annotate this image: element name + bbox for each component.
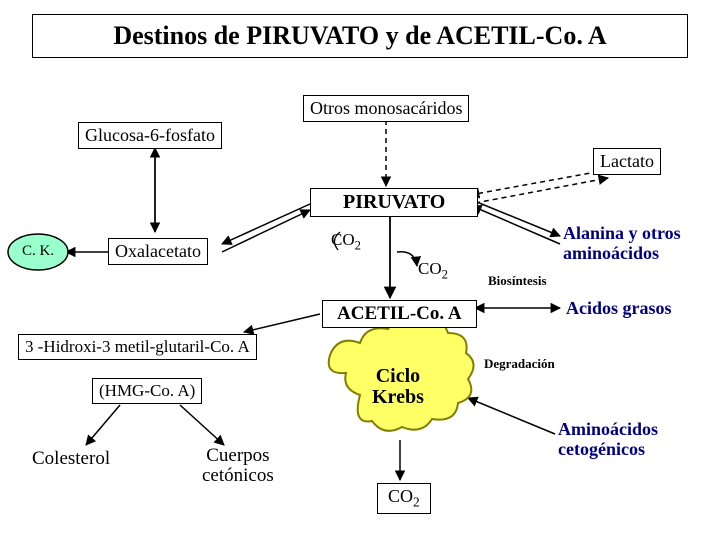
node-oxalacetato: Oxalacetato xyxy=(108,238,208,265)
co2-1-text: CO xyxy=(331,230,355,249)
node-alanina: Alanina y otros aminoácidos xyxy=(563,224,681,264)
node-colesterol: Colesterol xyxy=(32,448,110,470)
krebs-line1: Ciclo xyxy=(372,366,424,387)
krebs-line2: Krebs xyxy=(372,387,424,408)
node-acidos-grasos: Acidos grasos xyxy=(566,298,672,319)
label-co2-3: CO2 xyxy=(377,483,431,514)
node-acetil-coa: ACETIL-Co. A xyxy=(322,300,477,328)
node-ck: C. K. xyxy=(22,243,54,260)
co2-2-text: CO xyxy=(418,259,442,278)
diagram-title: Destinos de PIRUVATO y de ACETIL-Co. A xyxy=(32,14,688,58)
node-otros-monosacaridos: Otros monosacáridos xyxy=(303,95,469,122)
node-cuerpos-cetonicos: Cuerpos cetónicos xyxy=(202,446,274,486)
label-degradacion: Degradación xyxy=(484,356,555,372)
node-aminoacidos-cetogenicos: Aminoácidos cetogénicos xyxy=(558,420,658,460)
co2-3-sub: 2 xyxy=(413,495,420,510)
node-lactato: Lactato xyxy=(593,148,661,175)
label-biosintesis: Biosíntesis xyxy=(488,273,547,289)
node-glucosa-6-fosfato: Glucosa-6-fosfato xyxy=(78,122,222,149)
co2-2-sub: 2 xyxy=(442,267,448,281)
node-hmg-coa-short: (HMG-Co. A) xyxy=(92,378,202,404)
co2-3-text: CO xyxy=(388,486,413,506)
label-co2-1: CO2 xyxy=(331,230,361,253)
node-ciclo-krebs: Ciclo Krebs xyxy=(372,366,424,408)
node-hmg-coa-full: 3 -Hidroxi-3 metil-glutaril-Co. A xyxy=(18,334,257,360)
label-co2-2: CO2 xyxy=(418,259,448,282)
node-piruvato: PIRUVATO xyxy=(310,188,478,217)
co2-1-sub: 2 xyxy=(355,238,361,252)
